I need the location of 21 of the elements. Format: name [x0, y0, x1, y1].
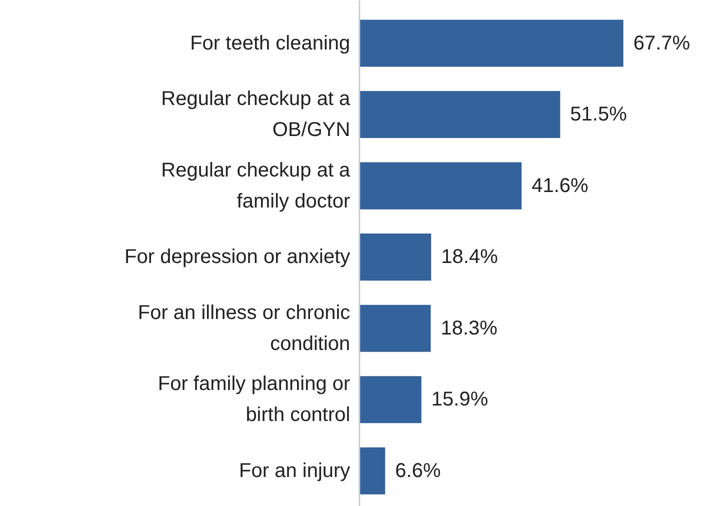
data-label: 41.6% [532, 174, 589, 197]
y-tick-label: Regular checkup at a family doctor [161, 159, 352, 212]
data-label: 18.4% [441, 246, 498, 268]
data-label: 6.6% [395, 460, 441, 482]
y-tick-label: For an injury [239, 460, 350, 482]
y-tick-label: For depression or anxiety [124, 246, 350, 268]
bar [359, 376, 422, 424]
bar [359, 162, 522, 210]
y-tick-label: For teeth cleaning [190, 32, 350, 54]
data-label: 15.9% [431, 388, 488, 411]
bar [359, 304, 431, 352]
bar [359, 20, 624, 67]
y-tick-label: For family planning or birth control [158, 373, 351, 426]
bar [359, 447, 386, 494]
bar [359, 234, 432, 281]
data-label: 67.7% [633, 32, 690, 54]
data-label: 18.3% [440, 317, 498, 340]
y-tick-label: For an illness or chronic condition [138, 302, 350, 355]
bar [359, 91, 560, 138]
data-label: 51.5% [570, 104, 628, 126]
y-tick-label: Regular checkup at a OB/GYN [161, 88, 352, 142]
